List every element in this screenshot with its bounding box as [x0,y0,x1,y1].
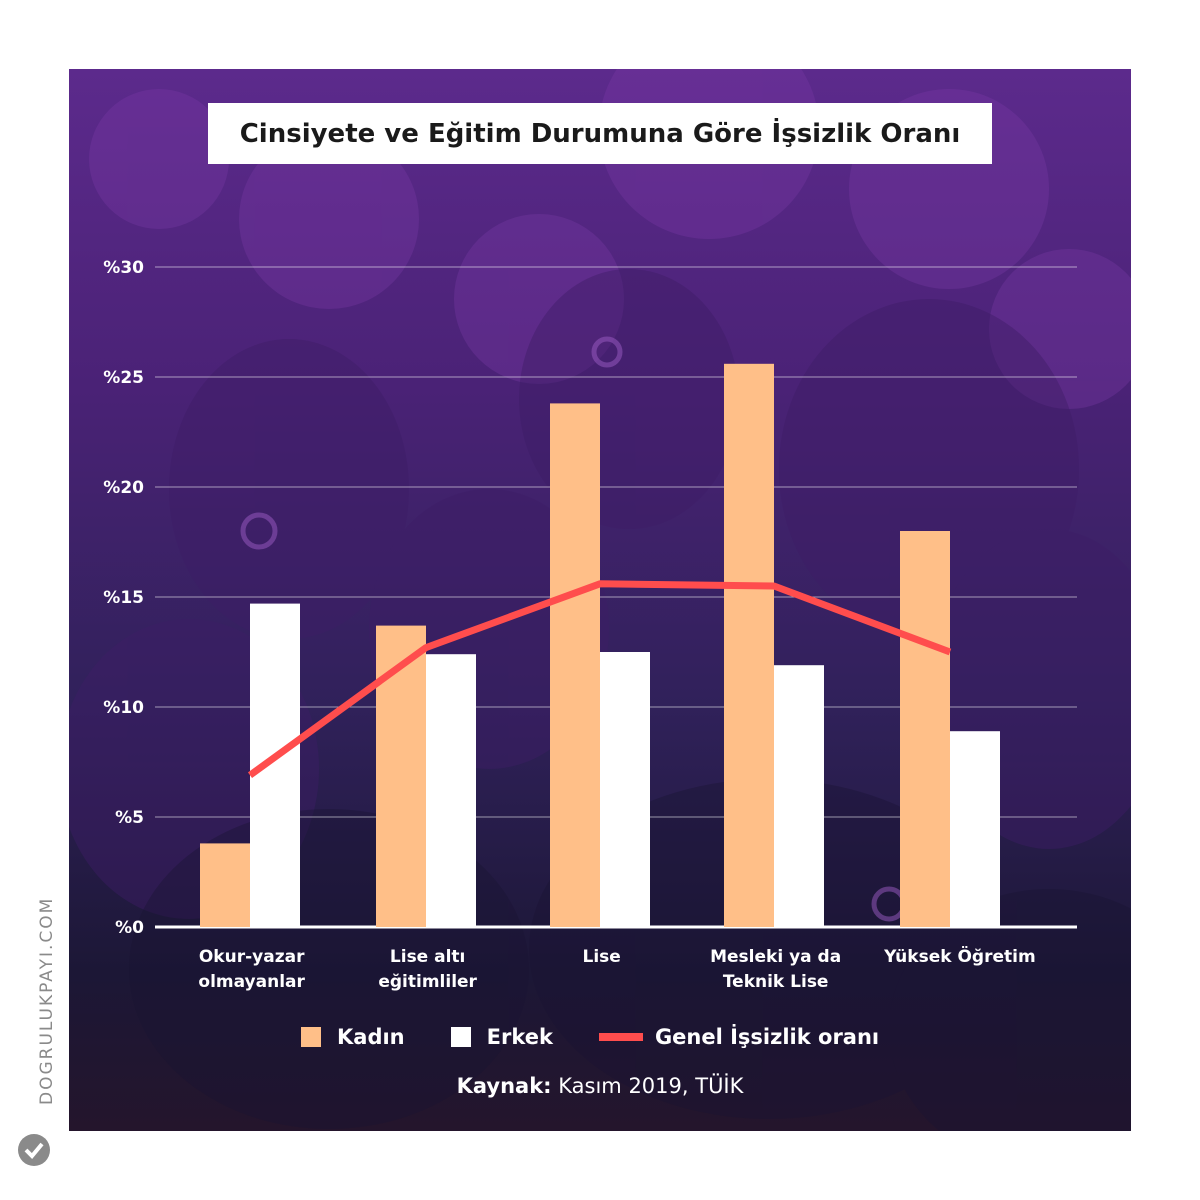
bar-erkek [950,731,1000,927]
x-tick-label: eğitimliler [378,972,477,992]
legend-label-kadin: Kadın [337,1025,405,1049]
legend-swatch-kadin [301,1027,321,1047]
infographic-panel: Cinsiyete ve Eğitim Durumuna Göre İşsizl… [69,69,1131,1131]
y-tick-label: %15 [103,588,144,608]
chart-title-box: Cinsiyete ve Eğitim Durumuna Göre İşsizl… [208,103,992,164]
x-tick-label: Teknik Lise [723,972,829,992]
legend-item-erkek: Erkek [450,1025,553,1049]
source-label: Kaynak: [456,1074,552,1098]
brand-logo-icon [18,1134,50,1166]
brand-text: DOGRULUKPAYI.COM [37,896,57,1105]
y-tick-label: %10 [103,698,144,718]
chart-legend: Kadın Erkek Genel İşsizlik oranı [301,1022,925,1052]
x-tick-label: Mesleki ya da [710,947,841,967]
bar-kadin [376,625,426,927]
x-tick-label: Lise altı [390,947,465,967]
y-tick-label: %30 [103,258,144,278]
legend-label-erkek: Erkek [486,1025,553,1049]
legend-swatch-erkek [450,1027,471,1047]
x-tick-label: Okur-yazar [199,947,305,967]
bar-line-chart: %0 %5 %10 %15 %20 %25 %30 Okur-yazar olmayanlar… [103,258,1077,992]
source-text: Kasım 2019, TÜİK [558,1074,744,1098]
y-tick-label: %20 [103,478,144,498]
bar-erkek [774,665,824,927]
y-tick-label: %0 [115,918,144,938]
bar-kadin [200,843,250,927]
legend-line-genel [598,1033,643,1041]
x-tick-label: Lise [582,947,620,967]
legend-item-genel: Genel İşsizlik oranı [598,1025,880,1049]
y-tick-label: %25 [103,368,144,388]
x-tick-label: Yüksek Öğretim [883,945,1036,967]
series-line-genel [247,580,952,779]
bar-kadin [900,531,950,927]
bar-erkek [426,654,476,927]
chart-title: Cinsiyete ve Eğitim Durumuna Göre İşsizl… [239,118,961,149]
y-tick-label: %5 [115,808,144,828]
legend-item-kadin: Kadın [301,1025,405,1049]
x-tick-label: olmayanlar [198,972,305,992]
bar-erkek [250,603,300,927]
legend-label-genel: Genel İşsizlik oranı [654,1025,880,1049]
bar-erkek [600,652,650,927]
bar-kadin [550,403,600,927]
bar-kadin [724,363,774,927]
source-note: Kaynak: Kasım 2019, TÜİK [69,1074,1131,1098]
